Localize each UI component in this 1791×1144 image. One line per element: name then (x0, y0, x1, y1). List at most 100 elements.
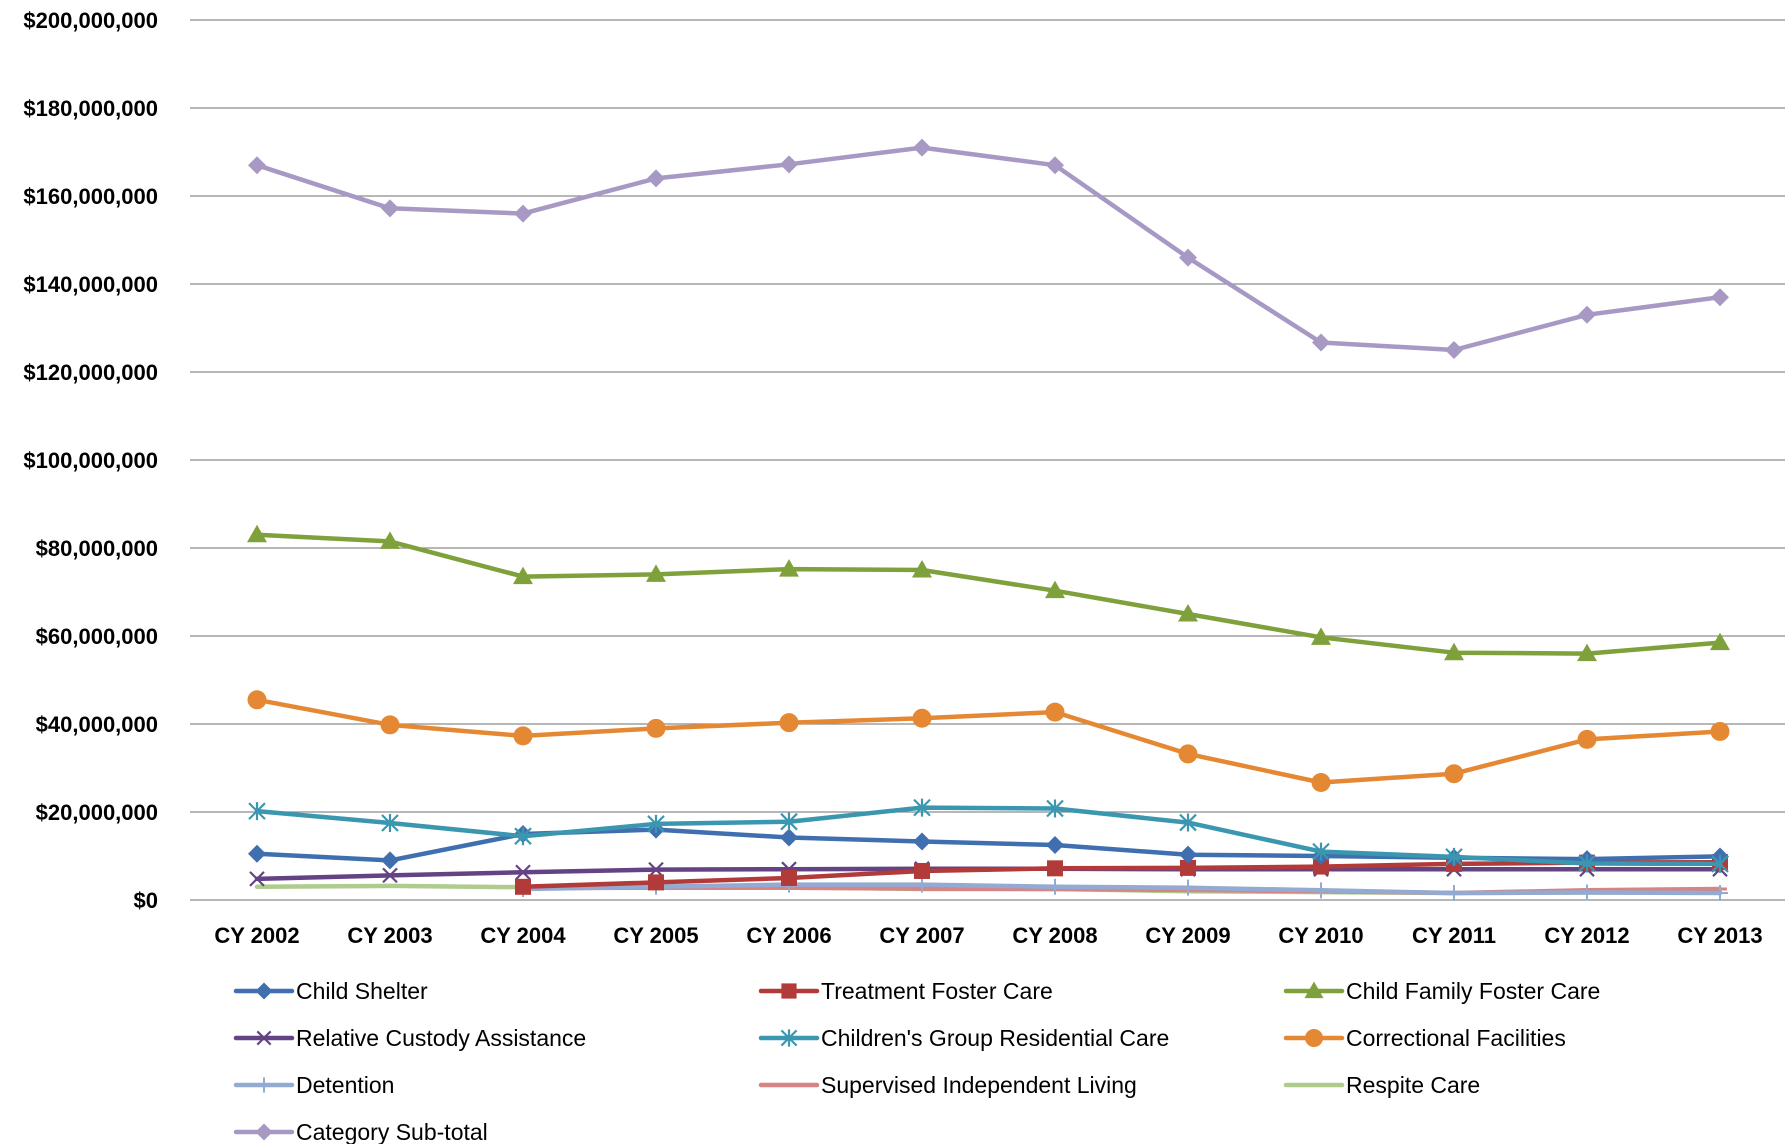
data-point (646, 718, 666, 738)
x-tick-label: CY 2003 (347, 923, 432, 948)
x-tick-label: CY 2006 (746, 923, 831, 948)
data-point (256, 1077, 272, 1093)
data-point (1578, 305, 1596, 324)
data-point (1710, 632, 1730, 651)
data-point (1180, 879, 1196, 896)
data-point (380, 715, 400, 735)
y-tick-label: $200,000,000 (23, 8, 158, 33)
data-point (249, 871, 265, 887)
y-tick-label: $160,000,000 (23, 184, 158, 209)
data-point (1579, 884, 1595, 901)
x-tick-label: CY 2008 (1012, 923, 1097, 948)
legend-item: Category Sub-total (233, 1119, 488, 1144)
data-point (514, 827, 532, 846)
series-children-s-group-residential-care (248, 798, 1729, 873)
series-line (520, 859, 1723, 890)
legend-label: Respite Care (1346, 1072, 1480, 1098)
gridlines (190, 19, 1785, 901)
series-group (247, 138, 1730, 901)
data-point (781, 983, 797, 999)
y-axis: $0 $20,000,000 $40,000,000 $60,000,000 $80,0… (23, 8, 158, 913)
data-point (380, 531, 400, 549)
data-point (255, 982, 273, 1000)
x-tick-label: CY 2002 (214, 923, 299, 948)
data-point (914, 862, 930, 879)
data-point (780, 812, 798, 831)
data-point (1577, 729, 1597, 749)
data-point (1444, 764, 1464, 784)
data-point (248, 844, 266, 863)
data-point (1178, 604, 1198, 622)
data-point (1312, 842, 1330, 861)
legend-label: Child Shelter (296, 978, 428, 1004)
data-point (1710, 721, 1730, 741)
data-point (248, 802, 266, 821)
data-point (381, 814, 399, 832)
data-point (1445, 847, 1463, 866)
data-point (381, 851, 399, 870)
y-tick-label: $140,000,000 (23, 272, 158, 297)
data-point (1046, 836, 1064, 854)
data-point (1312, 333, 1330, 352)
series-correctional-facilities (247, 690, 1730, 793)
data-point (647, 814, 665, 833)
y-tick-label: $60,000,000 (36, 624, 158, 649)
legend-item: Supervised Independent Living (758, 1072, 1137, 1098)
data-point (648, 861, 664, 878)
data-point (1179, 845, 1197, 864)
data-point (780, 1029, 798, 1047)
y-tick-label: $0 (134, 888, 158, 913)
data-point (780, 828, 798, 847)
legend-label: Treatment Foster Care (821, 978, 1053, 1004)
legend-item: Treatment Foster Care (758, 978, 1053, 1004)
legend-label: Relative Custody Assistance (296, 1025, 586, 1051)
data-point (1045, 580, 1065, 599)
data-point (913, 138, 931, 157)
y-tick-label: $20,000,000 (36, 800, 158, 825)
series-line (254, 697, 1723, 785)
data-point (1046, 799, 1064, 818)
data-point (647, 169, 665, 188)
data-point (1304, 981, 1324, 999)
data-point (1179, 248, 1197, 267)
data-point (1444, 642, 1464, 661)
x-tick-label: CY 2007 (879, 923, 964, 948)
legend-label: Detention (296, 1072, 394, 1098)
data-point (1577, 643, 1597, 662)
data-point (248, 156, 266, 175)
data-point (1179, 813, 1197, 832)
data-point (381, 199, 399, 218)
legend-label: Category Sub-total (296, 1119, 488, 1144)
legend-item: Child Family Foster Care (1283, 978, 1600, 1004)
series-child-family-foster-care (247, 524, 1730, 662)
data-point (1047, 878, 1063, 895)
y-tick-label: $100,000,000 (23, 448, 158, 473)
x-axis: CY 2002 CY 2003 CY 2004 CY 2005 CY 2006 CY 20… (214, 923, 1762, 948)
data-point (256, 1030, 272, 1046)
y-tick-label: $120,000,000 (23, 360, 158, 385)
data-point (913, 832, 931, 851)
y-tick-label: $40,000,000 (36, 712, 158, 737)
data-point (779, 559, 799, 577)
data-point (247, 524, 267, 543)
data-point (1711, 288, 1729, 307)
legend-label: Children's Group Residential Care (821, 1025, 1169, 1051)
x-tick-label: CY 2009 (1145, 923, 1230, 948)
series-line (254, 805, 1723, 867)
data-point (1178, 744, 1198, 764)
data-point (1313, 882, 1329, 899)
x-tick-label: CY 2010 (1278, 923, 1363, 948)
data-point (513, 566, 533, 585)
data-point (1046, 156, 1064, 175)
data-point (1313, 858, 1329, 875)
data-point (1445, 341, 1463, 359)
legend-label: Child Family Foster Care (1346, 978, 1600, 1004)
series-line (254, 145, 1723, 353)
data-point (648, 874, 664, 891)
data-point (247, 690, 267, 710)
data-point (1711, 854, 1729, 873)
data-point (382, 867, 398, 884)
y-tick-label: $80,000,000 (36, 536, 158, 561)
legend: Child Shelter Treatment Foster Care Child … (233, 978, 1600, 1144)
data-point (255, 1123, 273, 1141)
